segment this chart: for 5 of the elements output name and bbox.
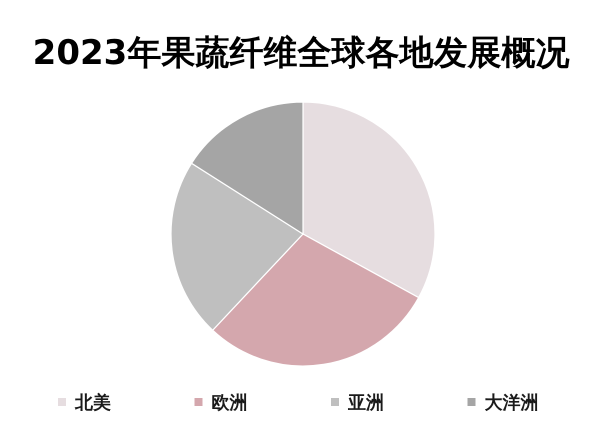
legend-label: 亚洲 [347,392,384,412]
legend-label: 大洋洲 [484,392,538,412]
chart-title: 2023年果蔬纤维全球各地发展概况 [32,33,570,73]
legend-label: 北美 [74,392,111,412]
legend-label: 欧洲 [212,392,248,412]
